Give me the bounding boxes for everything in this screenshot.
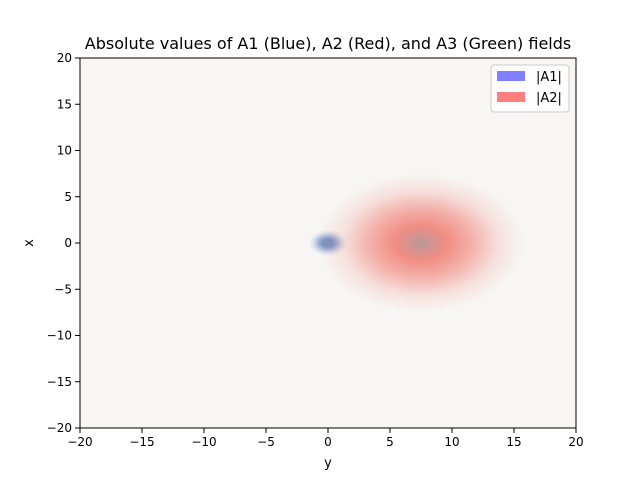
x-tick-label: 15	[506, 435, 521, 449]
legend-swatch-a2	[497, 92, 525, 102]
legend-label-a2: |A2|	[536, 91, 562, 106]
y-axis: 20 15 10 5 0 −5 −10 −15 −20	[47, 51, 80, 435]
x-tick-label: −15	[129, 435, 154, 449]
y-tick-label: 0	[64, 236, 72, 250]
y-axis-label: x	[22, 239, 37, 247]
x-tick-label: 5	[386, 435, 394, 449]
x-tick-label: −5	[257, 435, 275, 449]
chart-title: Absolute values of A1 (Blue), A2 (Red), …	[85, 34, 571, 53]
y-tick-label: −20	[47, 421, 72, 435]
x-tick-label: 10	[444, 435, 459, 449]
x-tick-label: 0	[324, 435, 332, 449]
x-tick-label: −10	[191, 435, 216, 449]
x-tick-label: 20	[568, 435, 583, 449]
y-tick-label: 5	[64, 190, 72, 204]
a2-field-blob	[317, 173, 525, 313]
y-tick-label: 20	[57, 51, 72, 65]
legend-label-a1: |A1|	[536, 70, 562, 85]
y-tick-label: −10	[47, 329, 72, 343]
x-axis: −20 −15 −10 −5 0 5 10 15 20	[67, 428, 584, 449]
y-tick-label: −15	[47, 375, 72, 389]
y-tick-label: −5	[54, 282, 72, 296]
plot-area	[79, 57, 577, 429]
legend-swatch-a1	[497, 71, 525, 81]
y-tick-label: 10	[57, 144, 72, 158]
field-blobs	[308, 173, 525, 313]
x-tick-label: −20	[67, 435, 92, 449]
x-axis-label: y	[324, 456, 332, 471]
y-tick-label: 15	[57, 97, 72, 111]
legend: |A1| |A2|	[490, 64, 570, 113]
